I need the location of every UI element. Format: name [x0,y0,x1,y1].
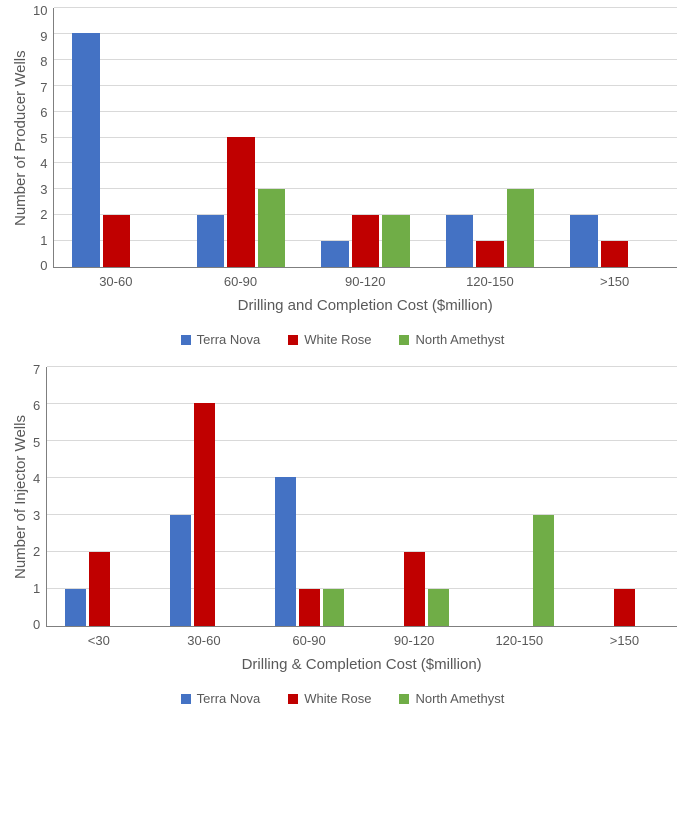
x-tick: >150 [552,274,677,289]
x-tick: 60-90 [256,633,361,648]
legend-swatch [399,335,409,345]
bar [446,215,474,267]
y-tick: 6 [40,105,47,120]
bar [65,589,86,626]
bar-groups [54,8,677,267]
bar [197,215,225,267]
x-axis-label: Drilling & Completion Cost ($million) [46,656,677,673]
bar [428,589,449,626]
y-tick: 4 [40,156,47,171]
y-axis-ticks: 7 6 5 4 3 2 1 0 [33,362,46,632]
y-axis-ticks: 109876543210 [33,3,53,273]
x-tick: 90-120 [303,274,428,289]
bar [352,215,380,267]
bar [507,189,535,267]
y-tick: 4 [33,471,40,486]
x-axis-label: Drilling and Completion Cost ($million) [53,297,677,314]
legend-label: White Rose [304,691,371,706]
bar-group [428,189,553,267]
bar [89,552,110,626]
y-tick: 9 [40,29,47,44]
legend-label: Terra Nova [197,691,261,706]
bar [382,215,410,267]
y-tick: 3 [40,182,47,197]
legend-item: North Amethyst [399,691,504,706]
legend-label: North Amethyst [415,332,504,347]
bar-group [257,477,362,626]
legend-item: Terra Nova [181,691,261,706]
bar-group [47,552,152,626]
legend-item: White Rose [288,691,371,706]
y-tick: 1 [33,581,40,596]
bar-group [362,552,467,626]
legend: Terra Nova White Rose North Amethyst [8,691,677,706]
bar [227,137,255,267]
bar [614,589,635,626]
y-tick: 1 [40,233,47,248]
plot-area [46,367,677,627]
x-tick: 120-150 [467,633,572,648]
y-tick: 5 [33,435,40,450]
legend-label: Terra Nova [197,332,261,347]
x-axis-ticks: 30-6060-9090-120120-150>150 [53,274,677,289]
x-tick: 60-90 [178,274,303,289]
bar-group [152,403,257,626]
legend-item: Terra Nova [181,332,261,347]
y-axis-label: Number of Injector Wells [8,367,33,627]
y-tick: 0 [33,617,40,632]
legend-swatch [181,694,191,704]
bar-group [467,515,572,626]
injector-chart: Number of Injector Wells76543210<3030-60… [8,367,677,706]
x-tick: 120-150 [428,274,553,289]
bar [404,552,425,626]
bar-groups [47,367,677,626]
y-tick: 5 [40,131,47,146]
plot-area [53,8,677,268]
y-tick: 8 [40,54,47,69]
x-tick: >150 [572,633,677,648]
bar [323,589,344,626]
bar-group [303,215,428,267]
bar-group [54,33,179,267]
producer-chart: Number of Producer Wells10987654321030-6… [8,8,677,347]
legend: Terra Nova White Rose North Amethyst [8,332,677,347]
bar [321,241,349,267]
bar [170,515,191,626]
legend-swatch [288,694,298,704]
bar-group [552,215,677,267]
bar-group [179,137,304,267]
legend-swatch [399,694,409,704]
legend-swatch [288,335,298,345]
bar [601,241,629,267]
y-tick: 3 [33,508,40,523]
bar [299,589,320,626]
legend-swatch [181,335,191,345]
legend-label: White Rose [304,332,371,347]
x-tick: 30-60 [53,274,178,289]
y-tick: 6 [33,398,40,413]
y-tick: 2 [40,207,47,222]
bar [72,33,100,267]
bar [476,241,504,267]
bar-group [572,589,677,626]
y-axis-label: Number of Producer Wells [8,8,33,268]
bar [533,515,554,626]
y-tick: 10 [33,3,47,18]
y-tick: 2 [33,544,40,559]
legend-item: North Amethyst [399,332,504,347]
bar [275,477,296,626]
y-tick: 7 [33,362,40,377]
x-axis-ticks: <3030-6060-9090-120120-150>150 [46,633,677,648]
legend-item: White Rose [288,332,371,347]
bar [570,215,598,267]
x-tick: 30-60 [151,633,256,648]
bar [258,189,286,267]
x-tick: <30 [46,633,151,648]
bar [194,403,215,626]
x-tick: 90-120 [362,633,467,648]
y-tick: 0 [40,258,47,273]
legend-label: North Amethyst [415,691,504,706]
bar [103,215,131,267]
y-tick: 7 [40,80,47,95]
